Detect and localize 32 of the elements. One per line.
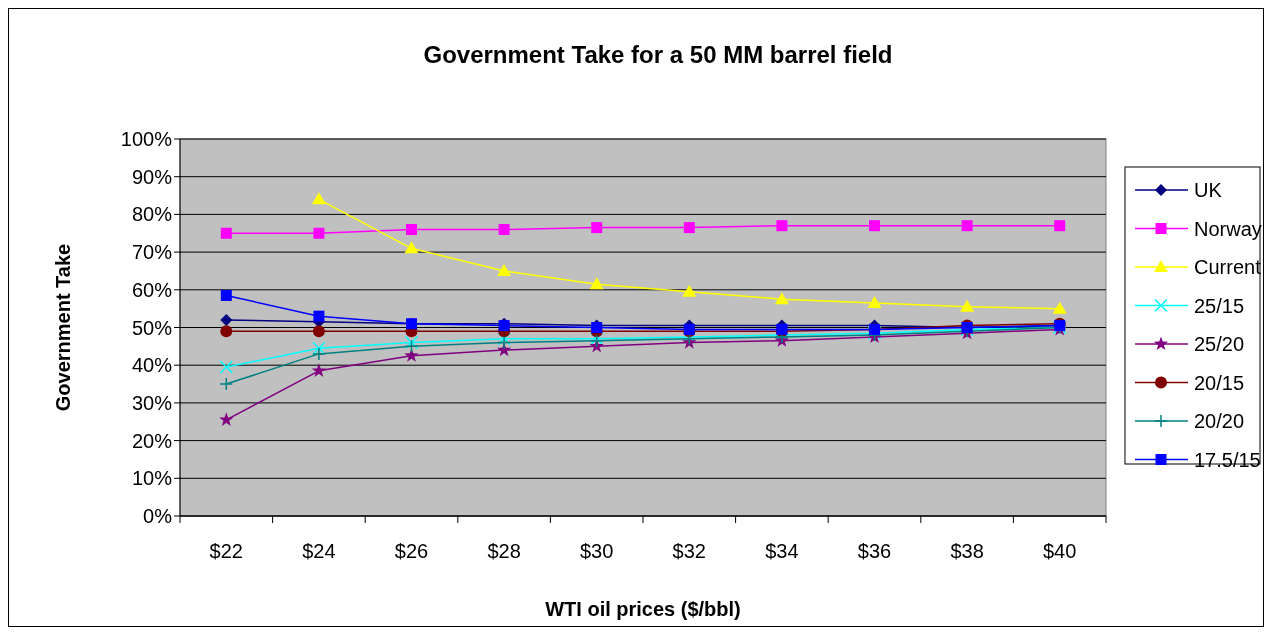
y-tick-label: 80% (131, 203, 173, 226)
x-tick-label: $32 (672, 540, 706, 562)
legend-label: 25/20 (1194, 333, 1245, 355)
y-tick-label: 60% (131, 278, 173, 301)
x-tick-label: $30 (580, 540, 614, 562)
y-tick-label: 100% (120, 128, 173, 150)
x-tick-label: $26 (394, 540, 429, 562)
y-tick-label: 0% (143, 505, 173, 527)
y-axis-title: Government Take (52, 243, 74, 412)
x-tick-label: $24 (302, 540, 336, 562)
legend-label: 20/20 (1194, 410, 1245, 432)
x-tick-label: $28 (487, 540, 521, 562)
x-axis-title: WTI oil prices ($/bbl) (545, 598, 741, 620)
x-tick-label: $22 (209, 540, 243, 562)
y-tick-label: 70% (131, 241, 173, 264)
legend-label: 20/15 (1194, 371, 1245, 394)
legend-label: Current (1194, 256, 1262, 278)
x-tick-label: $36 (857, 540, 892, 562)
y-tick-label: 90% (131, 165, 173, 188)
legend-label: UK (1194, 179, 1223, 201)
x-tick-label: $38 (950, 540, 984, 562)
y-tick-label: 40% (131, 354, 173, 377)
legend-label: 25/15 (1194, 294, 1245, 317)
legend-label: Norway (1194, 217, 1262, 240)
y-tick-label: 50% (131, 316, 173, 339)
legend-label: 17.5/15 (1194, 448, 1261, 471)
y-tick-label: 20% (131, 429, 173, 452)
y-tick-label: 10% (131, 467, 173, 490)
y-tick-label: 30% (131, 391, 173, 414)
x-tick-label: $40 (1043, 540, 1077, 562)
x-tick-label: $34 (765, 540, 799, 562)
chart-title: Government Take for a 50 MM barrel field (423, 41, 893, 68)
